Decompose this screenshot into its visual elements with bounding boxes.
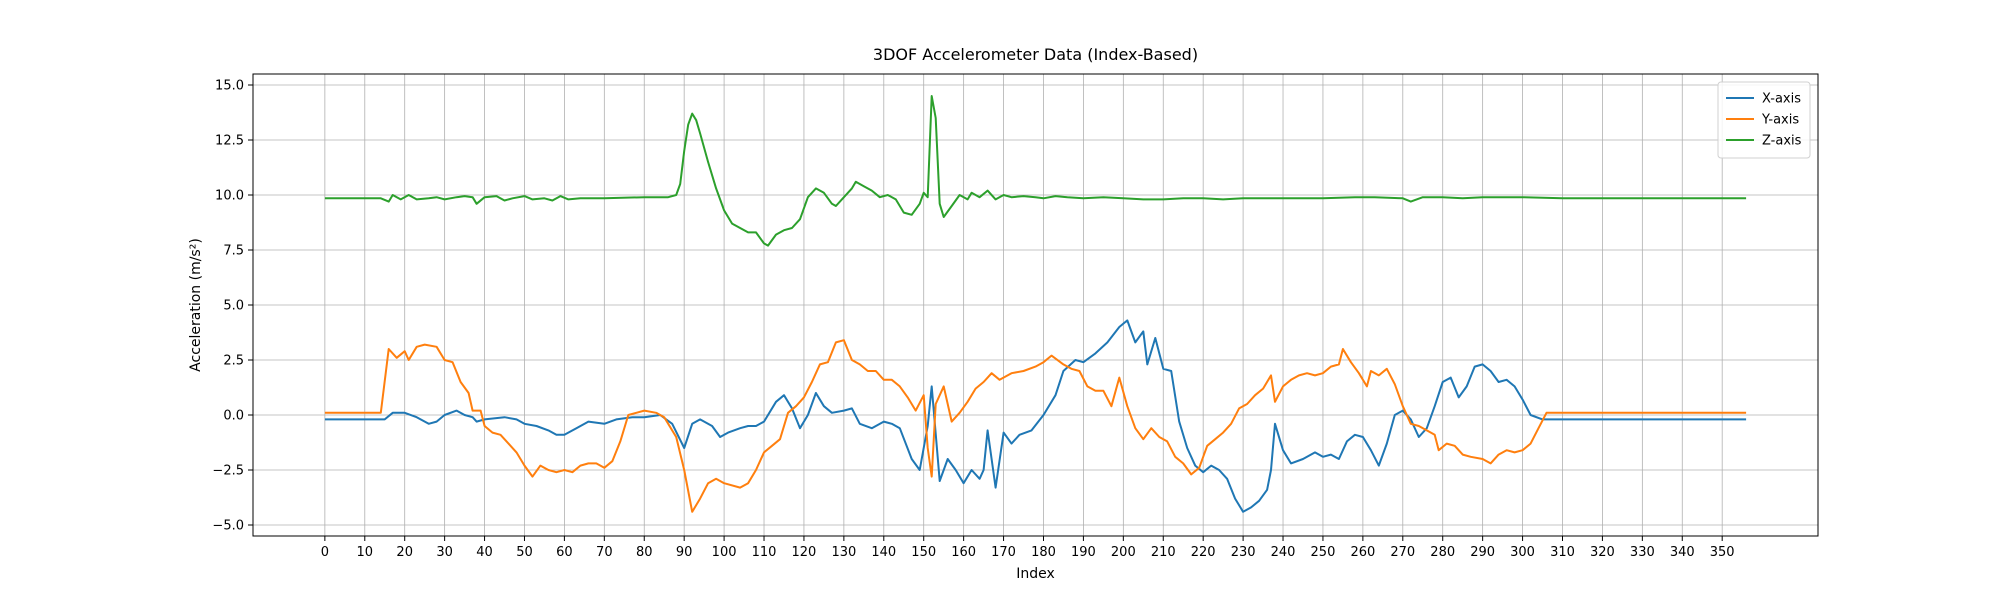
- y-tick-label: 2.5: [223, 354, 244, 369]
- x-tick-label: 10: [357, 545, 374, 560]
- x-tick-label: 300: [1510, 545, 1535, 560]
- x-tick-label: 190: [1071, 545, 1096, 560]
- x-tick-label: 90: [676, 545, 693, 560]
- x-tick-label: 280: [1430, 545, 1455, 560]
- legend: X-axis Y-axis Z-axis: [1717, 81, 1811, 159]
- x-tick-label: 330: [1630, 545, 1655, 560]
- chart-title: 3DOF Accelerometer Data (Index-Based): [873, 45, 1198, 64]
- x-tick-label: 260: [1350, 545, 1375, 560]
- x-tick-label: 170: [991, 545, 1016, 560]
- x-tick-label: 310: [1550, 545, 1575, 560]
- y-axis-label: Acceleration (m/s²): [188, 238, 204, 372]
- x-tick-label: 230: [1231, 545, 1256, 560]
- x-tick-label: 70: [596, 545, 613, 560]
- legend-label: X-axis: [1762, 92, 1801, 107]
- y-tick-label: −2.5: [212, 464, 244, 479]
- x-tick-label: 150: [911, 545, 936, 560]
- series-line-z-axis: [324, 95, 1747, 247]
- legend-label: Z-axis: [1762, 134, 1802, 149]
- y-tick-label: 12.5: [215, 134, 244, 149]
- y-tick-label: 15.0: [215, 79, 244, 94]
- x-tick-label: 110: [752, 545, 777, 560]
- x-tick-label: 290: [1470, 545, 1495, 560]
- x-tick-label: 350: [1710, 545, 1735, 560]
- x-tick-label: 120: [792, 545, 817, 560]
- x-axis-ticks: 0 10 20 30 40 50 60 70 80 90 100 110 120 130 140 150 160…: [321, 536, 1735, 560]
- x-tick-label: 270: [1390, 545, 1415, 560]
- x-tick-label: 100: [712, 545, 737, 560]
- x-tick-label: 320: [1590, 545, 1615, 560]
- x-tick-label: 250: [1311, 545, 1336, 560]
- x-tick-label: 50: [516, 545, 533, 560]
- x-tick-label: 80: [636, 545, 653, 560]
- x-tick-label: 130: [831, 545, 856, 560]
- x-tick-label: 180: [1031, 545, 1056, 560]
- y-tick-label: 0.0: [223, 409, 244, 424]
- x-tick-label: 140: [871, 545, 896, 560]
- y-tick-label: 5.0: [223, 299, 244, 314]
- x-tick-label: 220: [1191, 545, 1216, 560]
- x-tick-label: 210: [1151, 545, 1176, 560]
- y-tick-label: 10.0: [215, 189, 244, 204]
- x-tick-label: 160: [951, 545, 976, 560]
- x-tick-label: 0: [321, 545, 329, 560]
- y-axis-ticks: −5.0 −2.5 0.0 2.5 5.0 7.5 10.0 12.5 15.0: [212, 79, 253, 534]
- x-tick-label: 200: [1111, 545, 1136, 560]
- x-tick-label: 60: [556, 545, 573, 560]
- x-tick-label: 20: [396, 545, 413, 560]
- series-line-y-axis: [324, 339, 1747, 513]
- x-tick-label: 240: [1271, 545, 1296, 560]
- x-tick-label: 40: [476, 545, 493, 560]
- series-line-x-axis: [324, 319, 1747, 513]
- x-tick-label: 30: [436, 545, 453, 560]
- x-tick-label: 340: [1670, 545, 1695, 560]
- legend-label: Y-axis: [1761, 113, 1799, 128]
- y-tick-label: −5.0: [212, 519, 244, 534]
- x-axis-label: Index: [1016, 566, 1055, 582]
- y-tick-label: 7.5: [223, 244, 244, 259]
- series-lines: [324, 95, 1747, 513]
